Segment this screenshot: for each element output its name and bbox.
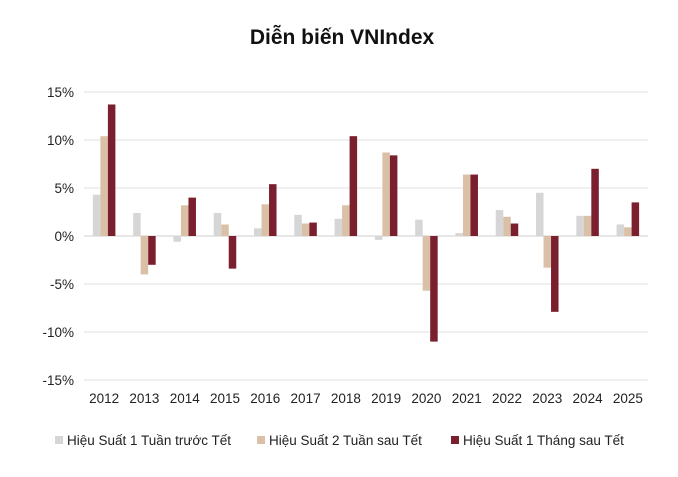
x-tick-label: 2025	[613, 391, 643, 406]
bar	[213, 212, 222, 236]
x-tick-label: 2013	[129, 391, 159, 406]
x-tick-label: 2016	[250, 391, 280, 406]
bar	[107, 104, 116, 236]
y-tick-label: 10%	[47, 133, 74, 148]
x-tick-label: 2022	[492, 391, 522, 406]
y-tick-label: -15%	[42, 373, 74, 388]
x-tick-label: 2017	[291, 391, 321, 406]
bar	[294, 214, 302, 236]
legend-swatch	[257, 436, 265, 444]
bar	[349, 136, 358, 236]
bar	[455, 233, 463, 236]
bar	[415, 219, 423, 236]
bar	[583, 215, 592, 236]
bar	[543, 236, 552, 268]
bar	[180, 205, 189, 236]
bar	[334, 218, 343, 236]
bar	[462, 174, 471, 236]
legend-swatch	[55, 436, 63, 444]
x-axis: 2012 2013 2014 2015 2016 2017 2018 2019 2020 2021…	[89, 391, 643, 406]
legend-label: Hiệu Suất 2 Tuần sau Tết	[269, 433, 422, 448]
bar	[309, 222, 317, 236]
bar	[389, 155, 398, 236]
chart-title: Diễn biến VNIndex	[250, 25, 435, 49]
bar	[100, 136, 108, 236]
bar	[422, 236, 431, 291]
bar	[470, 174, 478, 236]
y-axis: 15% 10% 5% 0% -5% -10% -15%	[42, 85, 74, 388]
x-tick-label: 2015	[210, 391, 240, 406]
x-tick-label: 2018	[331, 391, 361, 406]
bar	[616, 224, 625, 236]
legend-swatch	[451, 436, 459, 444]
x-tick-label: 2024	[573, 391, 604, 406]
bar	[254, 228, 262, 236]
y-tick-label: 0%	[54, 229, 74, 244]
bar	[591, 168, 599, 236]
bar	[536, 192, 544, 236]
bar	[228, 236, 237, 269]
bar	[173, 236, 181, 242]
bar	[503, 216, 511, 236]
y-tick-label: 5%	[54, 181, 74, 196]
y-tick-label: -10%	[42, 325, 74, 340]
bar	[188, 197, 196, 236]
bar	[430, 236, 438, 342]
bar	[342, 205, 350, 236]
bar	[382, 152, 390, 236]
bar	[269, 184, 277, 236]
y-tick-label: 15%	[47, 85, 74, 100]
x-tick-label: 2014	[170, 391, 201, 406]
bar	[495, 210, 504, 236]
bar	[140, 236, 149, 275]
x-tick-label: 2019	[371, 391, 401, 406]
bar	[576, 215, 584, 236]
bar	[631, 202, 640, 236]
bars	[92, 104, 640, 342]
legend-label: Hiệu Suất 1 Tuần trước Tết	[67, 433, 231, 448]
bar	[148, 236, 156, 265]
x-tick-label: 2012	[89, 391, 119, 406]
bar	[92, 194, 101, 236]
y-tick-label: -5%	[50, 277, 74, 292]
legend: Hiệu Suất 1 Tuần trước Tết Hiệu Suất 2 Tu…	[55, 433, 624, 448]
bar	[374, 236, 383, 240]
bar	[221, 224, 229, 236]
legend-label: Hiệu Suất 1 Tháng sau Tết	[463, 433, 624, 448]
bar	[551, 236, 559, 312]
bar	[510, 223, 519, 236]
x-tick-label: 2021	[452, 391, 482, 406]
bar	[301, 223, 310, 236]
x-tick-label: 2020	[411, 391, 441, 406]
gridlines	[84, 91, 648, 381]
bar	[133, 212, 141, 236]
x-tick-label: 2023	[532, 391, 562, 406]
bar	[261, 204, 270, 236]
bar	[624, 227, 632, 236]
